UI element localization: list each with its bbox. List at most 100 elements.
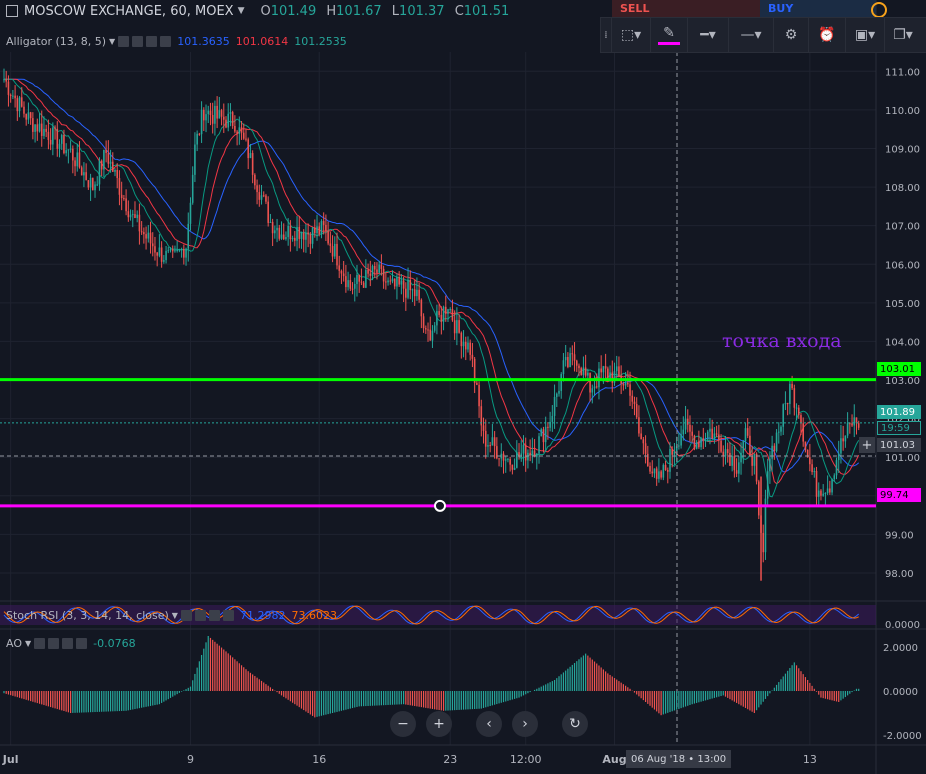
candle-body [320,221,323,235]
time-tick-label: Aug [602,753,626,766]
buy-button[interactable]: BUY [760,0,876,17]
alligator-legend[interactable]: Alligator (13, 8, 5) ▼ 101.3635 101.0614… [6,35,347,48]
candle-body [43,128,45,136]
chevron-down-icon[interactable]: ▼ [25,639,32,648]
crosshair-plus-icon[interactable]: + [859,437,875,453]
candle-body [567,357,569,368]
candle-body [507,458,509,460]
symbol-chevron-down-icon[interactable]: ▼ [237,6,245,16]
candle-body [103,149,105,170]
candle-body [376,269,378,273]
alligator-label[interactable]: Alligator (13, 8, 5) [6,35,107,48]
alert-add-icon[interactable]: ⏰ [809,18,846,52]
candle-body [189,202,192,224]
candle-body [544,426,547,443]
candle-body [704,439,707,441]
candle-body [669,448,671,472]
candle-body [498,458,500,460]
candle-body [180,248,183,250]
settings-icon[interactable] [48,638,60,649]
scroll-right-button[interactable]: › [512,711,538,737]
layers-icon[interactable]: ▣▾ [846,18,885,52]
candle-body [429,329,432,341]
add-icon[interactable] [146,36,158,47]
candle-body [125,198,127,212]
sell-button[interactable]: SELL [612,0,760,17]
zoom-out-button[interactable]: − [390,711,416,737]
time-tick-label: 12:00 [510,753,542,766]
hide-icon[interactable] [118,36,130,47]
select-tool-icon[interactable]: ⬚▾ [612,18,651,52]
entry-point-annotation[interactable]: точка входа [722,330,842,352]
candle-body [431,330,434,341]
add-icon[interactable] [208,610,220,621]
candle-body [336,243,338,266]
candle-body [433,325,436,331]
candle-body [638,417,640,434]
price-tick-label: 111.00 [885,67,920,78]
settings-gear-icon[interactable]: ⚙ [774,18,809,52]
pencil-icon[interactable]: ✎ [651,18,688,52]
candle-body [504,459,507,461]
zoom-in-button[interactable]: + [426,711,452,737]
symbol-title[interactable]: MOSCOW EXCHANGE, 60, MOEX [24,3,234,19]
candle-body [285,237,287,240]
candle-body [420,299,423,317]
candle-body [56,128,59,149]
candle-body [58,143,61,149]
stoch-rsi-legend[interactable]: Stoch RSI (3, 3, 14, 14, close) ▼ 71.298… [6,609,337,622]
candle-body [729,452,731,466]
candle-body [755,453,758,482]
clone-icon[interactable]: ❐▾ [893,27,913,43]
hide-icon[interactable] [34,638,46,649]
add-icon[interactable] [62,638,74,649]
green-line-price-label: 103.01 [877,362,921,376]
chevron-down-icon[interactable]: ▼ [109,37,116,46]
ao-legend[interactable]: AO ▼ -0.0768 [6,637,136,650]
candle-body [36,124,39,132]
candle-body [846,423,849,436]
candle-body [551,415,554,422]
candle-body [196,133,198,145]
candle-body [120,194,123,199]
chevron-down-icon[interactable]: ▼ [171,611,178,620]
collapse-icon[interactable] [6,5,18,17]
settings-icon[interactable] [132,36,144,47]
hide-icon[interactable] [180,610,192,621]
notification-icon[interactable] [871,2,887,18]
ao-label[interactable]: AO [6,637,22,650]
stoch-rsi-label[interactable]: Stoch RSI (3, 3, 14, 14, close) [6,609,169,622]
close-icon[interactable] [222,610,234,621]
candle-body [209,110,212,115]
candle-body [345,276,347,288]
candle-body [25,113,27,120]
close-icon[interactable] [76,638,88,649]
candle-body [820,490,822,496]
candle-body [23,106,25,114]
scroll-left-button[interactable]: ‹ [476,711,502,737]
candle-body [511,464,514,470]
candle-body [40,123,43,136]
candle-body [651,471,654,474]
candle-body [795,407,798,409]
line-width-icon[interactable]: ━▾ [688,18,729,52]
close-icon[interactable] [160,36,172,47]
candle-body [227,113,230,128]
candle-body [564,357,567,361]
line-style-icon[interactable]: —▾ [729,18,774,52]
candle-body [78,152,81,168]
candle-body [777,431,780,433]
candle-body [305,232,307,240]
candle-body [156,252,158,256]
candle-body [371,265,374,276]
time-tick-label: 16 [312,753,326,766]
candle-body [478,384,480,407]
reset-chart-button[interactable]: ↻ [562,711,588,737]
candle-body [809,457,811,465]
settings-icon[interactable] [194,610,206,621]
drag-handle-icon[interactable]: ⁞ [601,18,612,52]
candle-body [291,237,294,240]
candle-body [693,435,696,449]
stoch-k-value: 71.2982 [239,609,286,622]
